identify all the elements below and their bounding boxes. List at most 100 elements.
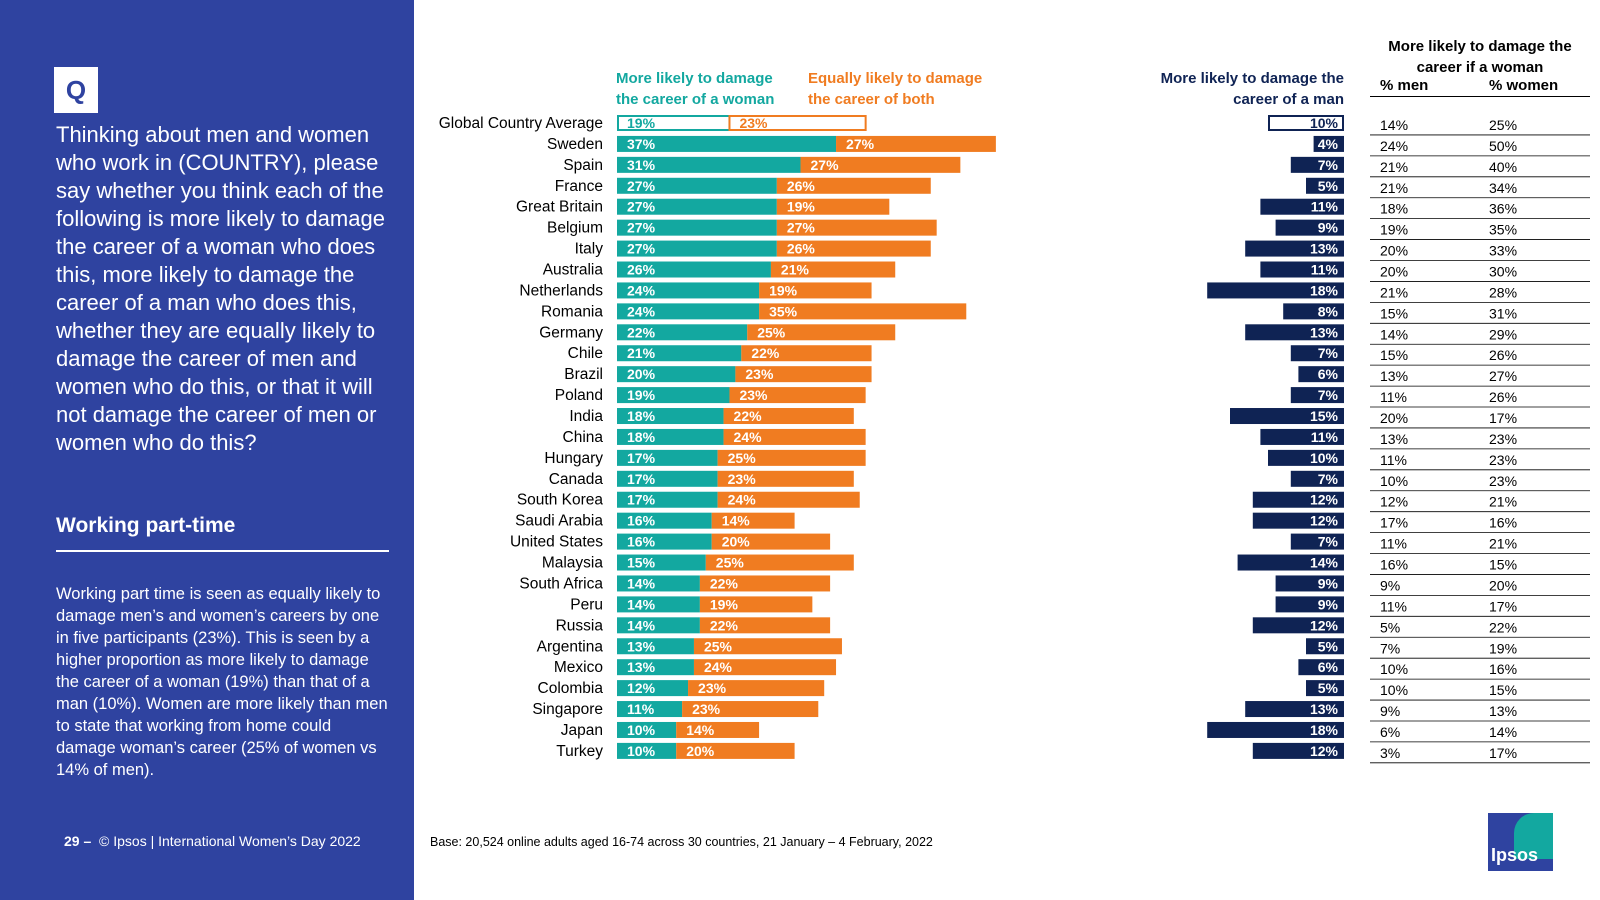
bar-woman — [617, 345, 742, 362]
data-label-woman: 27% — [627, 241, 656, 257]
data-label-both: 27% — [787, 220, 816, 236]
bar-man — [1260, 428, 1344, 445]
data-label-man: 18% — [1310, 282, 1339, 298]
data-label-man: 12% — [1310, 513, 1339, 529]
bar-woman — [617, 198, 777, 215]
data-label-man: 4% — [1318, 136, 1339, 152]
bar-man — [1306, 638, 1344, 655]
data-label-man: 7% — [1318, 157, 1339, 173]
table-cell-women: 13% — [1489, 703, 1517, 719]
country-label: France — [555, 178, 603, 195]
table-cell-women: 22% — [1489, 619, 1517, 635]
data-label-woman: 37% — [627, 136, 656, 152]
bar-man — [1268, 449, 1344, 466]
country-label: Brazil — [564, 366, 603, 383]
bar-man — [1252, 512, 1344, 529]
bar-both — [735, 366, 872, 383]
bar-woman — [617, 303, 760, 320]
bar-both — [800, 156, 961, 173]
table-cell-men: 5% — [1380, 619, 1400, 635]
data-label-woman: 26% — [627, 262, 656, 278]
table-cell-women: 17% — [1489, 745, 1517, 761]
data-label-both: 22% — [710, 575, 739, 591]
bar-woman — [617, 638, 694, 655]
country-label: Italy — [575, 241, 604, 258]
data-label-woman: 19% — [627, 115, 656, 131]
table-cell-men: 17% — [1380, 515, 1408, 531]
data-label-woman: 27% — [627, 199, 656, 215]
data-label-woman: 16% — [627, 513, 656, 529]
country-label: Malaysia — [542, 555, 604, 572]
bar-woman — [617, 282, 760, 299]
table-cell-women: 17% — [1489, 598, 1517, 614]
table-cell-men: 20% — [1380, 243, 1408, 259]
bar-man — [1207, 721, 1344, 738]
table-cell-men: 13% — [1380, 368, 1408, 384]
section-title: Working part-time — [56, 514, 236, 537]
country-label: Chile — [568, 345, 603, 362]
data-label-man: 5% — [1318, 638, 1339, 654]
table-cell-women: 50% — [1489, 138, 1517, 154]
data-label-woman: 24% — [627, 303, 656, 319]
country-label: China — [563, 429, 604, 446]
bar-woman — [617, 701, 683, 718]
data-label-woman: 10% — [627, 743, 656, 759]
data-label-woman: 17% — [627, 471, 656, 487]
data-label-woman: 22% — [627, 324, 656, 340]
bar-both — [776, 240, 931, 257]
table-header-women: % women — [1489, 77, 1559, 94]
bar-woman — [617, 156, 801, 173]
bar-man — [1245, 240, 1344, 257]
country-label: Colombia — [538, 680, 604, 697]
logo-shape — [1514, 813, 1553, 859]
table-cell-women: 25% — [1489, 117, 1517, 133]
data-label-both: 23% — [692, 701, 721, 717]
table-cell-women: 16% — [1489, 661, 1517, 677]
table-cell-men: 16% — [1380, 557, 1408, 573]
copyright-text: © Ipsos | International Women’s Day 2022 — [99, 833, 361, 849]
table-cell-women: 26% — [1489, 347, 1517, 363]
data-label-woman: 13% — [627, 638, 656, 654]
data-label-man: 12% — [1310, 743, 1339, 759]
bar-man — [1275, 596, 1344, 613]
table-cell-men: 3% — [1380, 745, 1400, 761]
legend-both: Equally likely to damage the career of b… — [808, 70, 983, 108]
data-label-woman: 27% — [627, 220, 656, 236]
summary-text: Working part time is seen as equally lik… — [56, 585, 388, 779]
country-label: Canada — [549, 471, 604, 488]
bar-woman — [617, 261, 771, 278]
data-label-man: 14% — [1310, 555, 1339, 571]
bar-both — [699, 596, 813, 613]
country-label: South Korea — [517, 492, 604, 509]
country-label: South Africa — [519, 575, 603, 592]
bar-woman — [617, 512, 712, 529]
bar-both — [776, 219, 937, 236]
country-label: Global Country Average — [439, 115, 603, 132]
data-label-man: 13% — [1310, 701, 1339, 717]
data-label-both: 27% — [811, 157, 840, 173]
table-cell-men: 11% — [1380, 389, 1407, 405]
bar-woman — [617, 470, 718, 487]
bar-man — [1283, 303, 1344, 320]
bar-woman — [617, 324, 748, 341]
table-cell-men: 9% — [1380, 703, 1400, 719]
bar-woman — [617, 742, 677, 759]
table-cell-men: 11% — [1380, 452, 1407, 468]
bar-man — [1306, 680, 1344, 697]
table-cell-men: 14% — [1380, 326, 1408, 342]
table-cell-women: 40% — [1489, 159, 1517, 175]
country-label: India — [569, 408, 603, 425]
data-label-woman: 27% — [627, 178, 656, 194]
data-label-woman: 21% — [627, 345, 656, 361]
table-cell-men: 12% — [1380, 494, 1408, 510]
data-label-woman: 31% — [627, 157, 656, 173]
bar-both — [693, 638, 842, 655]
page-number: 29 – — [64, 833, 92, 849]
question-badge: Q — [54, 67, 98, 113]
country-label: Singapore — [532, 701, 603, 718]
country-label: Romania — [541, 303, 603, 320]
bar-both — [759, 282, 872, 299]
country-label: Japan — [561, 722, 603, 739]
table-cell-men: 10% — [1380, 661, 1408, 677]
bar-both — [676, 721, 760, 738]
